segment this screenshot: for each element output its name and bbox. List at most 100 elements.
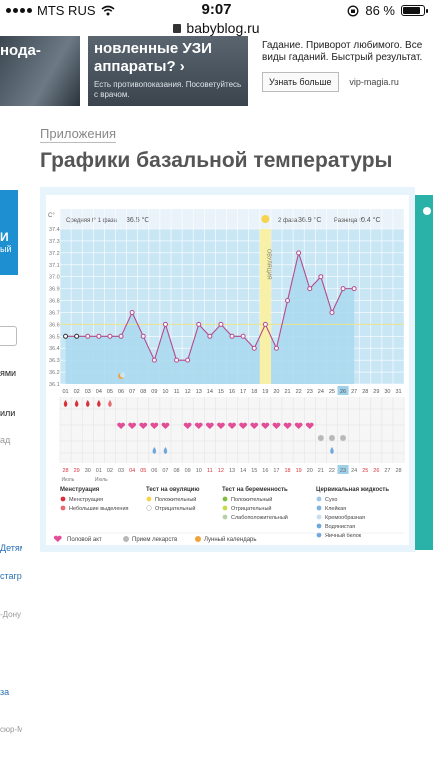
x-day-label: 11	[174, 389, 180, 395]
temperature-point	[273, 345, 279, 351]
month-label: Июль	[62, 477, 75, 483]
x-day-label: 28	[362, 389, 368, 395]
y-tick-label: 36.5	[49, 334, 60, 340]
lock-icon	[173, 24, 182, 33]
cycle-day-label: 02	[107, 468, 113, 474]
current-cycle-highlight	[337, 465, 349, 474]
ad-banner-1[interactable]: нода-	[0, 36, 80, 106]
intercourse-heart-icon	[128, 422, 136, 429]
temperature-point	[196, 321, 202, 327]
legend-item: Сухо	[325, 497, 337, 503]
intercourse-heart-icon	[272, 422, 281, 429]
x-day-label: 31	[395, 389, 401, 395]
x-day-label: 17	[240, 389, 246, 395]
temperature-point	[185, 357, 191, 363]
cycle-day-label: 27	[384, 468, 390, 474]
sidebar-item[interactable]: сюр-Мо	[0, 725, 22, 734]
sidebar-item[interactable]: ад	[0, 435, 11, 445]
cycle-day-label: 18	[284, 468, 290, 474]
sidebar-input[interactable]	[0, 326, 17, 346]
sidebar-item[interactable]: -Дону	[0, 610, 22, 619]
temperature-point	[351, 286, 357, 292]
menstruation-drop-icon	[74, 400, 79, 407]
cycle-day-label: 29	[74, 468, 80, 474]
legend-icon	[60, 496, 66, 502]
cervical-drop-icon	[330, 447, 334, 454]
ad3-learn-more-button[interactable]: Узнать больше	[262, 72, 339, 92]
x-day-label: 15	[218, 389, 224, 395]
cycle-day-label: 28	[62, 468, 68, 474]
cycle-day-label: 24	[351, 468, 357, 474]
x-day-label: 23	[307, 389, 313, 395]
intercourse-heart-icon	[294, 422, 303, 429]
breadcrumb[interactable]: Приложения	[40, 126, 117, 143]
sidebar-link[interactable]: Детям	[0, 543, 22, 553]
legend-item: Водянистая	[325, 524, 355, 530]
sidebar-item[interactable]: ями	[0, 368, 17, 378]
legend-item: Отрицательный	[155, 505, 196, 512]
intercourse-heart-icon	[150, 422, 159, 429]
cycle-day-label: 10	[196, 468, 202, 474]
temperature-point	[74, 333, 80, 339]
legend-item: Яичный белок	[325, 532, 362, 539]
ad2-title: новленные УЗИ аппараты? ›	[94, 40, 212, 75]
legend-item: Клейкая	[325, 505, 346, 512]
dot-icon	[423, 207, 431, 215]
y-tick-label: 37.4	[49, 227, 60, 233]
y-tick-label: 37.0	[49, 275, 60, 281]
intercourse-heart-icon	[239, 422, 247, 429]
temperature-point	[251, 345, 257, 351]
legend-item: Положительный	[155, 496, 196, 503]
ovulation-band	[259, 229, 271, 384]
legend-item: Небольшие выделения	[69, 506, 129, 512]
temperature-point	[329, 309, 335, 315]
x-day-label: 07	[129, 389, 135, 395]
ad2-note: Есть противопоказания. Посоветуйтесь с в…	[94, 80, 242, 99]
bbt-chart: C° Средняя t° 1 фаза 36.5 °C 2 фаза 36.9 °C Р…	[46, 195, 409, 545]
intercourse-heart-icon	[228, 422, 236, 429]
x-day-label: 10	[162, 389, 168, 395]
sidebar-link[interactable]: за	[0, 687, 10, 697]
intercourse-heart-icon	[194, 422, 203, 429]
x-day-label: 19	[262, 389, 268, 395]
temperature-point	[118, 333, 124, 339]
ad3-site-link[interactable]: vip-magia.ru	[349, 77, 399, 87]
sidebar-item[interactable]: или	[0, 408, 16, 418]
moon-icon-cutout	[120, 372, 126, 378]
intercourse-heart-icon	[117, 422, 125, 429]
sidebar-link[interactable]: стагра	[0, 571, 22, 581]
ovulation-label: ОВУЛЯЦИЯ	[265, 249, 271, 280]
x-day-label: 03	[85, 389, 91, 395]
cycle-day-label: 01	[96, 468, 102, 474]
y-tick-label: 36.3	[49, 358, 60, 364]
cycle-day-label: 14	[240, 468, 246, 474]
temperature-point	[218, 321, 224, 327]
sidebar-banner[interactable]: И ый	[0, 190, 18, 275]
temperature-point	[85, 333, 91, 339]
temperature-point	[140, 333, 146, 339]
temperature-point	[107, 333, 113, 339]
legend-item: Слабоположительный	[231, 514, 288, 521]
ad-banner-2[interactable]: новленные УЗИ аппараты? › Есть противопо…	[88, 36, 248, 106]
legend-item: Отрицательный	[231, 505, 272, 512]
phase2-value: 36.9 °C	[298, 216, 321, 224]
temperature-point	[207, 333, 213, 339]
y-tick-label: 36.6	[49, 322, 60, 328]
address-bar[interactable]: babyblog.ru	[0, 20, 433, 40]
temperature-point	[162, 321, 168, 327]
x-day-label: 05	[107, 389, 113, 395]
cycle-day-label: 11	[207, 468, 213, 474]
x-day-label: 16	[229, 389, 235, 395]
orientation-lock-icon	[347, 5, 359, 16]
bbt-chart-svg: C°Средняя t° 1 фаза 36.5 °C 2 фаза 36.9 °C Р…	[48, 209, 405, 543]
x-day-label: 02	[74, 389, 80, 395]
spotting-drop-icon	[108, 400, 112, 407]
cycle-day-label: 19	[296, 468, 302, 474]
sidebar-banner-text: И	[0, 230, 9, 244]
cycle-day-label: 06	[151, 468, 157, 474]
ad-banner-3: Гадание. Приворот любимого. Все виды гад…	[262, 36, 433, 106]
ad1-text: нода-	[0, 42, 41, 59]
right-panel-edge[interactable]	[415, 195, 433, 550]
cervical-drop-icon	[163, 447, 168, 454]
wifi-icon	[100, 5, 115, 16]
